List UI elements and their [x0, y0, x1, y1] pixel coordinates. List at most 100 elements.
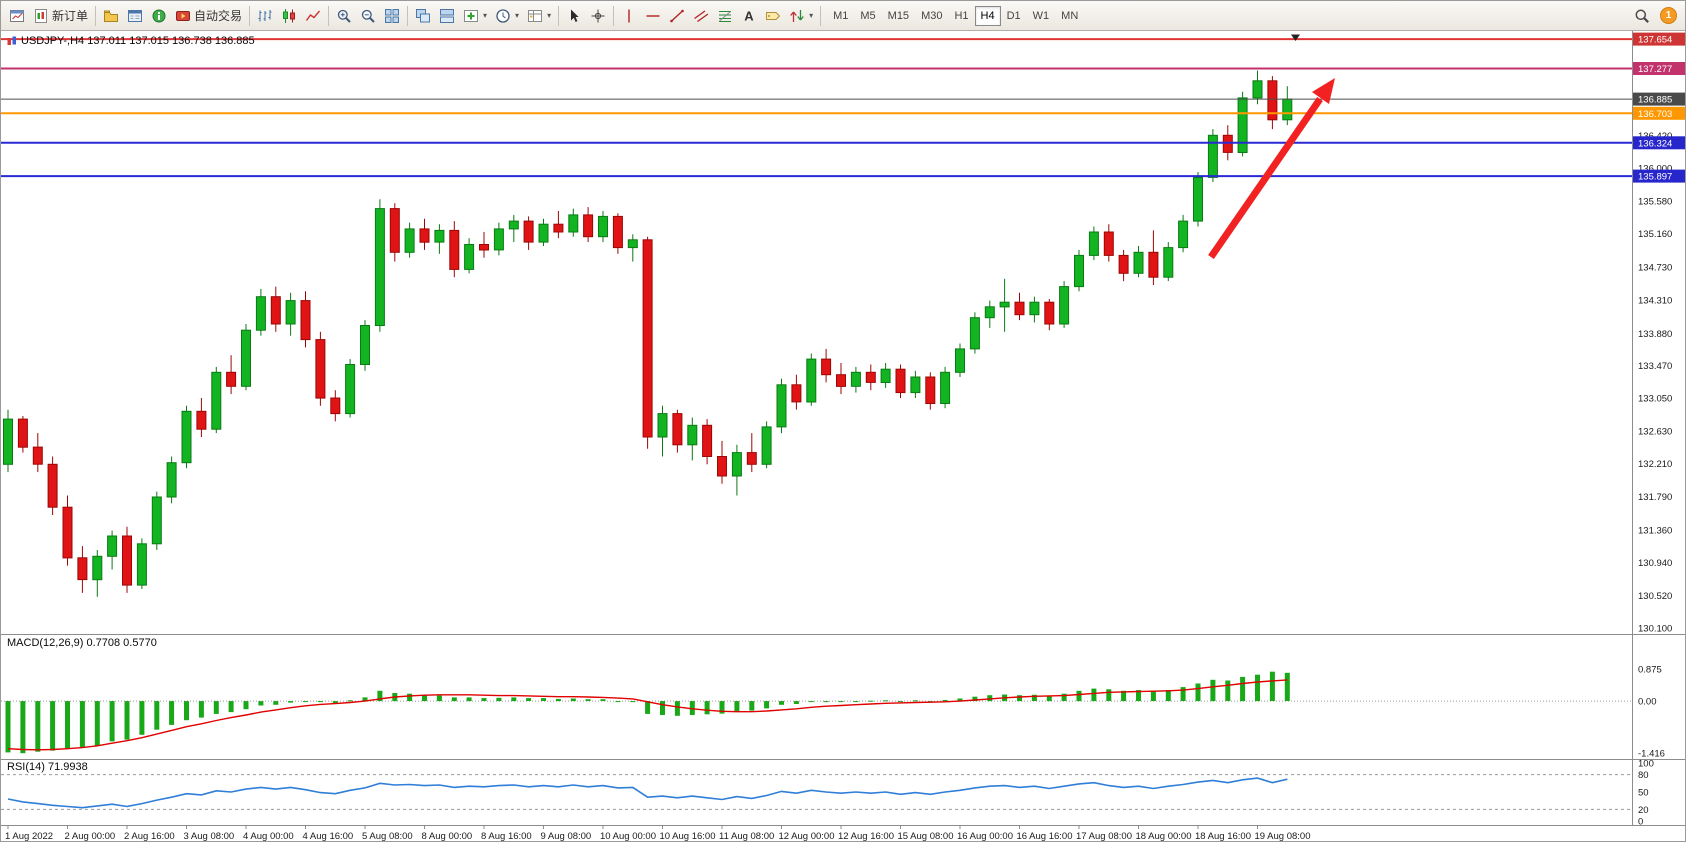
timeframe-h1-button[interactable]: H1: [954, 9, 969, 22]
fibonacci-button[interactable]: [713, 4, 737, 28]
magnifier-icon: [1635, 9, 1649, 23]
timeframe-group: M1 M5 M15 M30 H1 H4 D1 W1 MN: [827, 5, 1084, 26]
text-label-button[interactable]: [761, 4, 785, 28]
price-axis[interactable]: 136.420136.000135.580135.160134.730134.3…: [1638, 131, 1672, 635]
toolbar-separator: [558, 5, 560, 26]
time-axis[interactable]: 1 Aug 2022 2 Aug 00:00 2 Aug 16:00 3 Aug 08…: [5, 825, 1311, 842]
bar-chart-button[interactable]: [253, 4, 277, 28]
svg-text:135.580: 135.580: [1638, 196, 1672, 207]
zoom-in-button[interactable]: [332, 4, 356, 28]
text-button[interactable]: A: [737, 4, 761, 28]
svg-text:4 Aug 00:00: 4 Aug 00:00: [243, 831, 294, 842]
periods-button[interactable]: ▾: [491, 4, 523, 28]
timeframe-m1-button[interactable]: M1: [833, 9, 849, 22]
vertical-line-button[interactable]: [617, 4, 641, 28]
market-watch-icon: [128, 9, 143, 22]
svg-text:12 Aug 16:00: 12 Aug 16:00: [838, 831, 894, 842]
horizontal-line-button[interactable]: [641, 4, 665, 28]
candlestick-series: [3, 70, 1293, 597]
notification-badge[interactable]: 1: [1660, 7, 1677, 24]
toolbar-separator: [613, 5, 615, 26]
svg-text:135.897: 135.897: [1638, 172, 1672, 183]
trend-arrow-annotation[interactable]: [1208, 78, 1335, 259]
svg-text:134.730: 134.730: [1638, 263, 1672, 274]
templates-button[interactable]: ▾: [523, 4, 555, 28]
svg-text:133.880: 133.880: [1638, 329, 1672, 340]
svg-text:8 Aug 00:00: 8 Aug 00:00: [422, 831, 473, 842]
svg-text:131.360: 131.360: [1638, 525, 1672, 536]
search-button[interactable]: [1630, 4, 1654, 28]
cursor-button[interactable]: [562, 4, 586, 28]
svg-text:2 Aug 16:00: 2 Aug 16:00: [124, 831, 175, 842]
chart-window-button[interactable]: [5, 4, 29, 28]
tile-windows-button[interactable]: [380, 4, 404, 28]
svg-text:-1.416: -1.416: [1638, 749, 1665, 760]
svg-text:19 Aug 08:00: 19 Aug 08:00: [1255, 831, 1311, 842]
chart-title-row: USDJPY-,H4 137.011 137.015 136.738 136.8…: [7, 35, 255, 47]
svg-text:130.520: 130.520: [1638, 591, 1672, 602]
bar-chart-icon: [258, 9, 272, 21]
cascade-windows-icon: [416, 8, 431, 22]
svg-text:A: A: [744, 8, 754, 23]
equidistant-channel-icon: [694, 9, 709, 22]
arrows-button[interactable]: ▾: [785, 4, 817, 28]
zoom-out-button[interactable]: [356, 4, 380, 28]
dropdown-caret-icon[interactable]: ▾: [515, 11, 520, 20]
dropdown-caret-icon[interactable]: ▾: [809, 11, 814, 20]
svg-text:80: 80: [1638, 770, 1649, 781]
svg-text:130.100: 130.100: [1638, 624, 1672, 635]
timeframe-m15-button[interactable]: M15: [887, 9, 910, 22]
rsi-indicator-label: RSI(14) 71.9938: [7, 761, 88, 773]
autotrading-button[interactable]: 自动交易: [171, 4, 246, 28]
toolbar-separator: [95, 5, 97, 26]
horizontal-line-icon: [646, 14, 660, 17]
candlestick-chart-button[interactable]: [277, 4, 301, 28]
timeframe-d1-button[interactable]: D1: [1006, 9, 1021, 22]
toolbar-separator: [407, 5, 409, 26]
svg-text:18 Aug 00:00: 18 Aug 00:00: [1136, 831, 1192, 842]
svg-text:134.310: 134.310: [1638, 295, 1672, 306]
crosshair-button[interactable]: [586, 4, 610, 28]
svg-text:132.630: 132.630: [1638, 426, 1672, 437]
svg-text:10 Aug 16:00: 10 Aug 16:00: [660, 831, 716, 842]
timeframe-m30-button[interactable]: M30: [921, 9, 943, 22]
timeframe-h4-button[interactable]: H4: [974, 5, 1001, 26]
charts-gallery-icon: [104, 10, 119, 22]
timeframe-w1-button[interactable]: W1: [1032, 9, 1050, 22]
svg-text:2 Aug 00:00: 2 Aug 00:00: [65, 831, 116, 842]
toolbar: 新订单 自动交易 ▾ ▾ ▾ A ▾ M1 M5 M15 M30 H1 H4 D1 W1 MN 1: [1, 1, 1685, 31]
line-chart-button[interactable]: [301, 4, 325, 28]
new-order-label: 新订单: [52, 9, 89, 23]
svg-text:133.050: 133.050: [1638, 394, 1672, 405]
dropdown-caret-icon[interactable]: ▾: [547, 11, 552, 20]
timeframe-m5-button[interactable]: M5: [860, 9, 876, 22]
toolbar-items: 新订单 自动交易 ▾ ▾ ▾ A ▾: [5, 4, 824, 28]
svg-text:133.470: 133.470: [1638, 361, 1672, 372]
svg-text:17 Aug 08:00: 17 Aug 08:00: [1076, 831, 1132, 842]
new-order-button[interactable]: 新订单: [29, 4, 92, 28]
cascade-windows-button[interactable]: [411, 4, 435, 28]
autotrading-icon: [176, 10, 191, 21]
equidistant-channel-button[interactable]: [689, 4, 713, 28]
timeframe-mn-button[interactable]: MN: [1061, 9, 1079, 22]
svg-text:0.00: 0.00: [1638, 697, 1657, 708]
horizontal-line-objects[interactable]: 137.654 137.277 136.885 136.703 136.324 135.8…: [1, 32, 1686, 183]
toolbar-separator: [249, 5, 251, 26]
chart-shift-marker[interactable]: [1291, 34, 1300, 42]
rsi-level-lines: [1, 774, 1632, 810]
trendline-button[interactable]: [665, 4, 689, 28]
macd-signal-line: [7, 679, 1288, 751]
periods-icon: [496, 8, 510, 23]
data-window-button[interactable]: [147, 4, 171, 28]
svg-text:15 Aug 08:00: 15 Aug 08:00: [898, 831, 954, 842]
dropdown-caret-icon[interactable]: ▾: [483, 11, 488, 20]
svg-text:12 Aug 00:00: 12 Aug 00:00: [779, 831, 835, 842]
arrange-windows-button[interactable]: [435, 4, 459, 28]
charts-gallery-button[interactable]: [99, 4, 123, 28]
toolbar-right-group: 1: [1630, 4, 1681, 28]
toolbar-separator: [820, 5, 822, 26]
market-watch-button[interactable]: [123, 4, 147, 28]
indicators-button[interactable]: ▾: [459, 4, 491, 28]
